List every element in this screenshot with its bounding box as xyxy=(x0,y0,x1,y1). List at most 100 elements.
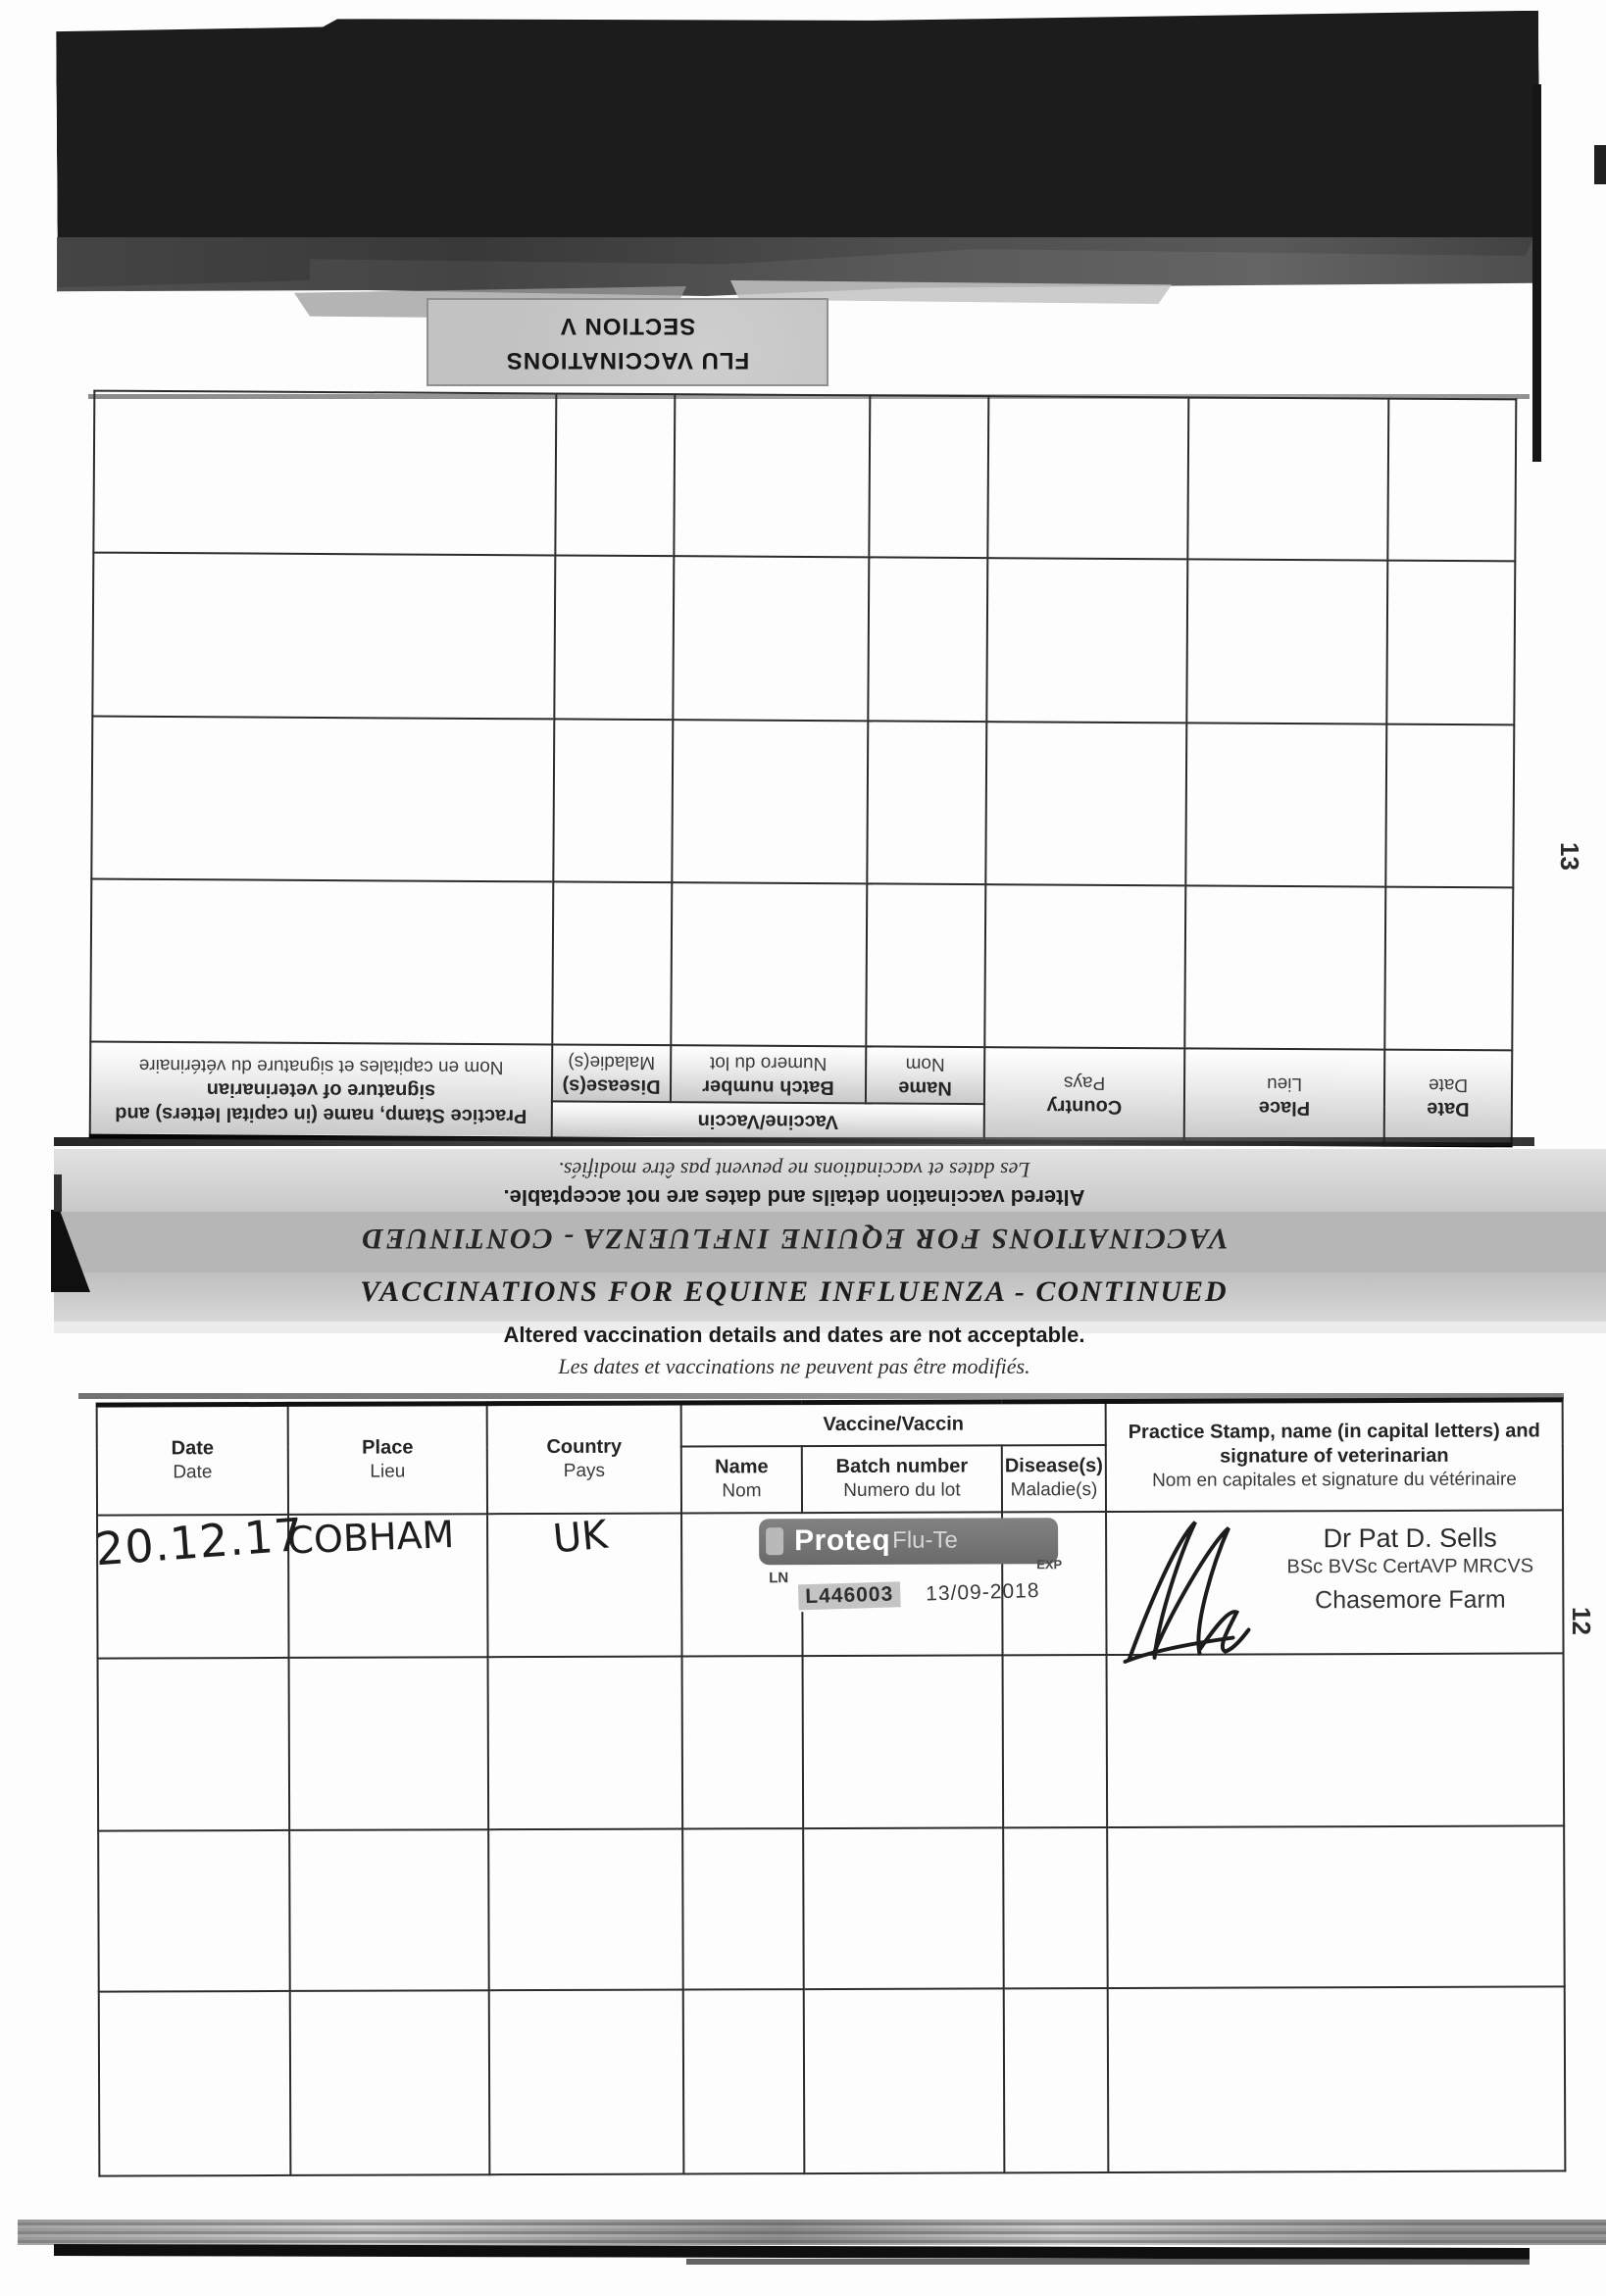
record-expiry-date: 13/09-2018 xyxy=(925,1578,1040,1605)
expiry-label: EXP xyxy=(1036,1556,1063,1572)
empty-cell xyxy=(866,883,986,1048)
col-header-place: Place Lieu xyxy=(287,1403,488,1515)
scan-smear xyxy=(88,394,1530,399)
col-header-disease: Disease(s) Maladie(s) xyxy=(551,1044,672,1103)
section-heading: VACCINATIONS FOR EQUINE INFLUENZA - CONT… xyxy=(360,1275,1229,1308)
col-header-date: Date Date xyxy=(96,1404,289,1516)
scanner-artifact-gray-line xyxy=(18,2220,1606,2245)
empty-cell xyxy=(869,395,989,559)
empty-cell xyxy=(288,1656,489,1830)
gray-scan-band xyxy=(54,1149,1606,1212)
vaccination-record-row: 20.12.17 COBHAM UK Proteq Flu-Te EXP LN … xyxy=(92,1504,1564,1666)
empty-cell xyxy=(802,1654,1004,1828)
empty-cell xyxy=(987,396,1189,560)
empty-cell xyxy=(984,884,1186,1049)
empty-cell xyxy=(674,394,871,558)
empty-cell xyxy=(1386,561,1516,725)
vaccine-sticker: Proteq Flu-Te EXP LN L446003 13/09-2018 xyxy=(759,1517,1062,1610)
veterinarian-qualifications: BSc BVSc CertAVP MRCVS xyxy=(1286,1554,1534,1577)
record-date: 20.12.17 xyxy=(92,1507,305,1665)
page-number-top: 13 xyxy=(1554,842,1584,871)
table-row xyxy=(91,717,1515,888)
empty-cell xyxy=(1003,1826,1108,1988)
empty-cell xyxy=(803,1987,1005,2173)
col-header-disease: Disease(s) Maladie(s) xyxy=(1001,1444,1107,1512)
col-header-practice-stamp: Practice Stamp, name (in capital letters… xyxy=(89,1042,553,1139)
empty-cell xyxy=(682,1827,804,1990)
table-row xyxy=(90,879,1514,1051)
empty-cell xyxy=(90,879,554,1045)
col-header-vaccine-name: Name Nom xyxy=(680,1445,803,1514)
vaccination-table-inverted: Date Date Place Lieu Country Pays Vaccin… xyxy=(88,390,1518,1148)
vaccine-brand-suffix: Flu-Te xyxy=(892,1526,958,1554)
empty-cell xyxy=(1106,1652,1565,1827)
empty-cell xyxy=(1384,887,1514,1051)
notice-french-inverted: Les dates et vaccinations ne peuvent pas… xyxy=(558,1158,1030,1182)
notice-french: Les dates et vaccinations ne peuvent pas… xyxy=(558,1354,1030,1378)
empty-cell xyxy=(1002,1654,1108,1827)
empty-cell xyxy=(1107,1824,1565,1988)
empty-cell xyxy=(1387,399,1517,562)
empty-cell xyxy=(1187,397,1389,562)
empty-cell xyxy=(1185,723,1387,888)
scanner-artifact-edge-mark xyxy=(1594,145,1606,184)
empty-cell xyxy=(868,557,988,723)
col-header-vaccine-name: Name Nom xyxy=(865,1046,985,1105)
empty-cell xyxy=(1385,724,1515,888)
scan-smear xyxy=(78,1393,1564,1399)
col-header-country: Country Pays xyxy=(983,1047,1185,1143)
lot-number-label: LN xyxy=(769,1569,789,1586)
table-row xyxy=(98,1824,1565,1992)
empty-cell xyxy=(552,881,673,1046)
vaccine-sticker-band: Proteq Flu-Te EXP xyxy=(759,1517,1062,1572)
empty-cell xyxy=(91,717,555,882)
practice-stamp-text: Dr Pat D. Sells BSc BVSc CertAVP MRCVS C… xyxy=(1264,1522,1556,1615)
empty-cell xyxy=(1003,1987,1109,2172)
empty-cell xyxy=(803,1826,1004,1989)
empty-cell xyxy=(681,1655,804,1829)
veterinarian-signature xyxy=(1123,1520,1251,1664)
empty-cell xyxy=(487,1656,683,1829)
section-heading-inverted: VACCINATIONS FOR EQUINE INFLUENZA - CONT… xyxy=(360,1223,1229,1255)
page-number-bottom: 12 xyxy=(1566,1607,1596,1635)
section-stamp-inverted: FLU VACCINATIONS SECTION V xyxy=(427,298,828,386)
col-header-place: Place Lieu xyxy=(1183,1048,1385,1145)
table-row xyxy=(92,553,1516,725)
record-country: UK xyxy=(481,1504,688,1666)
scanner-artifact-black-line-secondary xyxy=(686,2259,1530,2265)
header-row: Date Date Place Lieu Country Pays Vaccin… xyxy=(96,1399,1564,1516)
record-vaccine-cell: Proteq Flu-Te EXP LN L446003 13/09-2018 xyxy=(681,1511,1062,1657)
empty-cell xyxy=(1184,885,1386,1051)
empty-cell xyxy=(97,1657,290,1831)
record-batch-number: L446003 xyxy=(797,1580,901,1610)
gray-scan-band xyxy=(54,1212,1606,1273)
col-header-batch-number: Batch number Numero du lot xyxy=(801,1444,1003,1513)
empty-cell xyxy=(488,1989,684,2174)
empty-cell xyxy=(985,722,1187,886)
empty-cell xyxy=(553,719,674,883)
veterinarian-name: Dr Pat D. Sells xyxy=(1323,1522,1497,1553)
vaccination-table: Date Date Place Lieu Country Pays Vaccin… xyxy=(92,1397,1567,2177)
empty-cell xyxy=(673,556,870,722)
notice-english-inverted: Altered vaccination details and dates ar… xyxy=(503,1185,1085,1210)
section-stamp-line2: SECTION V xyxy=(559,313,696,339)
empty-cell xyxy=(488,1828,683,1990)
gray-scan-band xyxy=(54,1322,1606,1333)
table-row xyxy=(97,1652,1565,1831)
empty-cell xyxy=(682,1988,805,2174)
col-header-practice-stamp: Practice Stamp, name (in capital letters… xyxy=(1105,1399,1564,1512)
scan-smear xyxy=(54,1137,1534,1146)
gray-scan-band xyxy=(54,1273,1606,1322)
col-header-vaccine-group: Vaccine/Vaccin xyxy=(551,1101,984,1142)
column-divider-remnant xyxy=(801,1611,804,1657)
empty-cell xyxy=(671,882,868,1047)
empty-cell xyxy=(554,555,675,721)
empty-cell xyxy=(98,1829,290,1992)
scanner-artifact-black-line xyxy=(53,2244,1531,2260)
empty-cell xyxy=(1107,1985,1566,2172)
section-stamp-line1: FLU VACCINATIONS xyxy=(505,346,750,374)
col-header-country: Country Pays xyxy=(486,1403,682,1514)
empty-cell xyxy=(289,1989,490,2175)
empty-cell xyxy=(93,391,557,556)
empty-cell xyxy=(555,393,676,557)
